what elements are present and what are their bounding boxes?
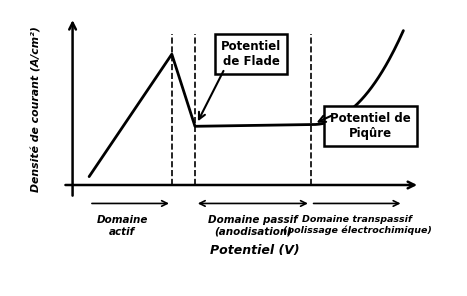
Text: Densité de courant (A/cm²): Densité de courant (A/cm²) [31, 27, 41, 192]
Text: Potentiel (V): Potentiel (V) [210, 244, 299, 257]
Text: Domaine transpassif
(polissage électrochimique): Domaine transpassif (polissage électroch… [283, 215, 432, 235]
Text: Domaine
actif: Domaine actif [97, 215, 148, 237]
Text: Potentiel
de Flade: Potentiel de Flade [221, 40, 281, 68]
Text: Potentiel de
Piqûre: Potentiel de Piqûre [330, 112, 410, 140]
Text: Domaine passif
(anodisation): Domaine passif (anodisation) [208, 215, 297, 237]
